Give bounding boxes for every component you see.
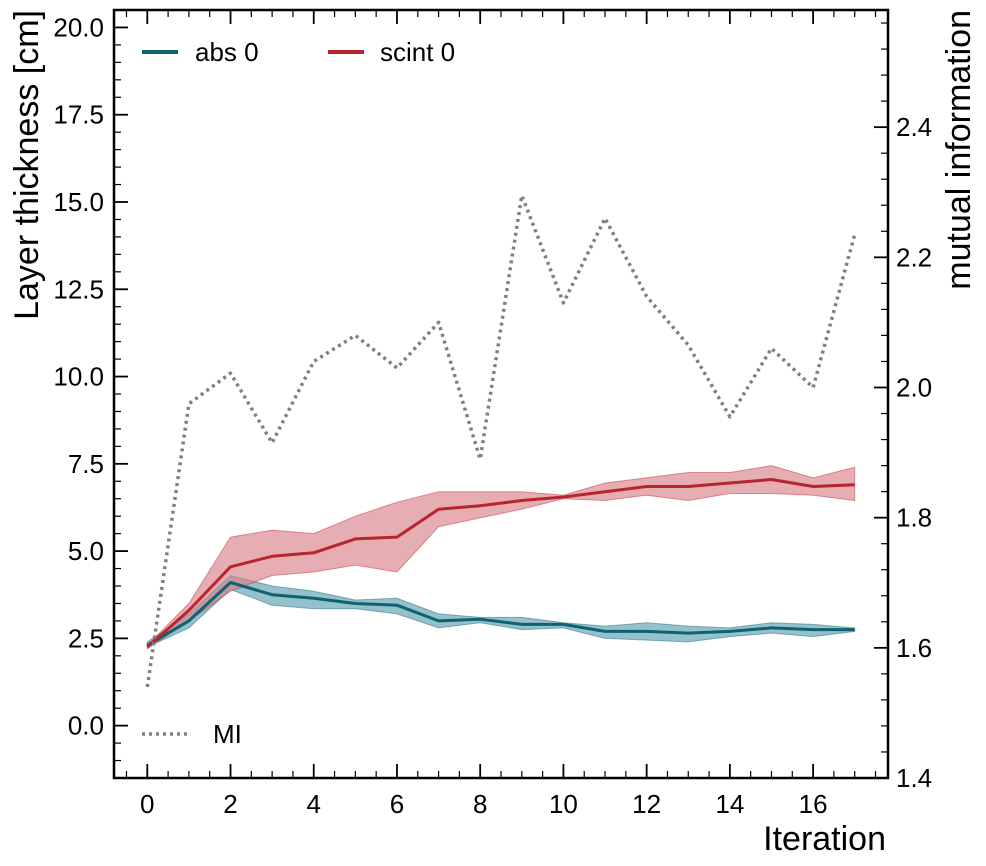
x-tick-label: 8 xyxy=(473,789,487,819)
y-tick-label: 5.0 xyxy=(68,536,104,566)
x-tick-label: 12 xyxy=(632,789,661,819)
x-axis-title: Iteration xyxy=(763,820,886,858)
y2-tick-label: 2.4 xyxy=(896,112,932,142)
x-tick-label: 0 xyxy=(140,789,154,819)
y2-tick-label: 1.8 xyxy=(896,503,932,533)
band-abs-0 xyxy=(146,574,856,648)
y-tick-label: 15.0 xyxy=(53,187,104,217)
legend-label-mi: MI xyxy=(213,719,242,749)
y-tick-label: 7.5 xyxy=(68,449,104,479)
plot-frame xyxy=(112,8,890,780)
series-line-MI xyxy=(145,193,857,688)
axes: 0 2 4 6 8 10 12 14 16 0.0 2.5 5.0 7.5 10.0 12.5 15.0 17.… xyxy=(8,8,978,858)
y-tick-label: 10.0 xyxy=(53,362,104,392)
y-tick-label: 0.0 xyxy=(68,711,104,741)
y-axis-title: Layer thickness [cm] xyxy=(8,10,46,320)
y2-tick-label: 1.6 xyxy=(896,633,932,663)
y-tick-label: 12.5 xyxy=(53,274,104,304)
x-tick-label: 16 xyxy=(799,789,828,819)
x-tick-label: 4 xyxy=(307,789,321,819)
legend-label-abs-0: abs 0 xyxy=(195,37,259,67)
x-tick-label: 14 xyxy=(715,789,744,819)
y-tick-label: 20.0 xyxy=(53,12,104,42)
legend: abs 0 scint 0 MI xyxy=(142,37,455,749)
series-line-scint-0 xyxy=(146,478,855,649)
x-tick-label: 6 xyxy=(390,789,404,819)
y-tick-label: 17.5 xyxy=(53,100,104,130)
series-lines xyxy=(145,193,857,688)
x-tick-label: 10 xyxy=(549,789,578,819)
x-tick-label: 2 xyxy=(223,789,237,819)
y2-tick-label: 2.0 xyxy=(896,372,932,402)
legend-label-scint-0: scint 0 xyxy=(380,37,455,67)
y-tick-label: 2.5 xyxy=(68,623,104,653)
y2-tick-label: 1.4 xyxy=(896,763,932,793)
y2-tick-label: 2.2 xyxy=(896,242,932,272)
series-line-abs-0 xyxy=(146,581,855,647)
y2-axis-title: mutual information xyxy=(940,10,978,290)
